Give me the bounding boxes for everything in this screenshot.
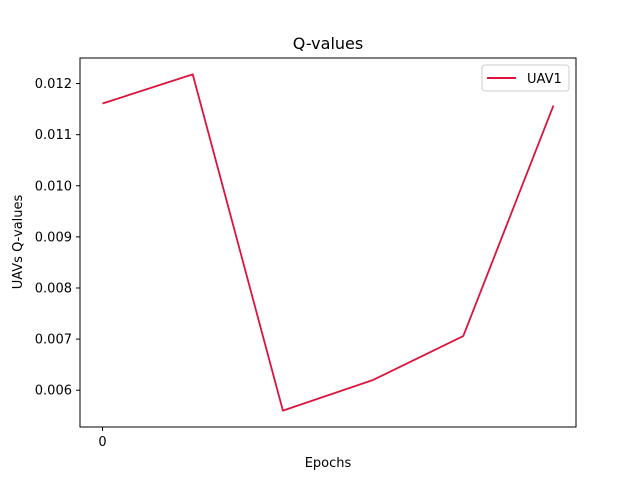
legend-box [481,64,570,92]
y-tick-label: 0.011 [35,128,72,143]
series-line-uav1 [102,73,555,412]
legend-label-uav1: UAV1 [527,72,562,87]
x-tick-label: 0 [98,435,106,450]
plot-area [80,58,576,427]
y-tick-label: 0.006 [35,384,72,399]
y-axis-ticks: 0.006 0.007 0.008 0.009 0.010 0.011 0.012 [35,77,80,399]
series-layer [102,73,555,412]
y-axis-label: UAVs Q-values [11,194,26,289]
y-tick-label: 0.010 [35,179,72,194]
chart-title: Q-values [293,34,363,53]
y-tick-label: 0.009 [35,230,72,245]
plot-frame [79,57,577,428]
y-tick-label: 0.012 [35,77,72,92]
y-tick-label: 0.007 [35,333,72,348]
x-axis-ticks: 0 [98,427,107,450]
x-axis-label: Epochs [305,456,352,471]
y-tick-label: 0.008 [35,281,72,296]
legend: UAV1 [481,64,570,92]
